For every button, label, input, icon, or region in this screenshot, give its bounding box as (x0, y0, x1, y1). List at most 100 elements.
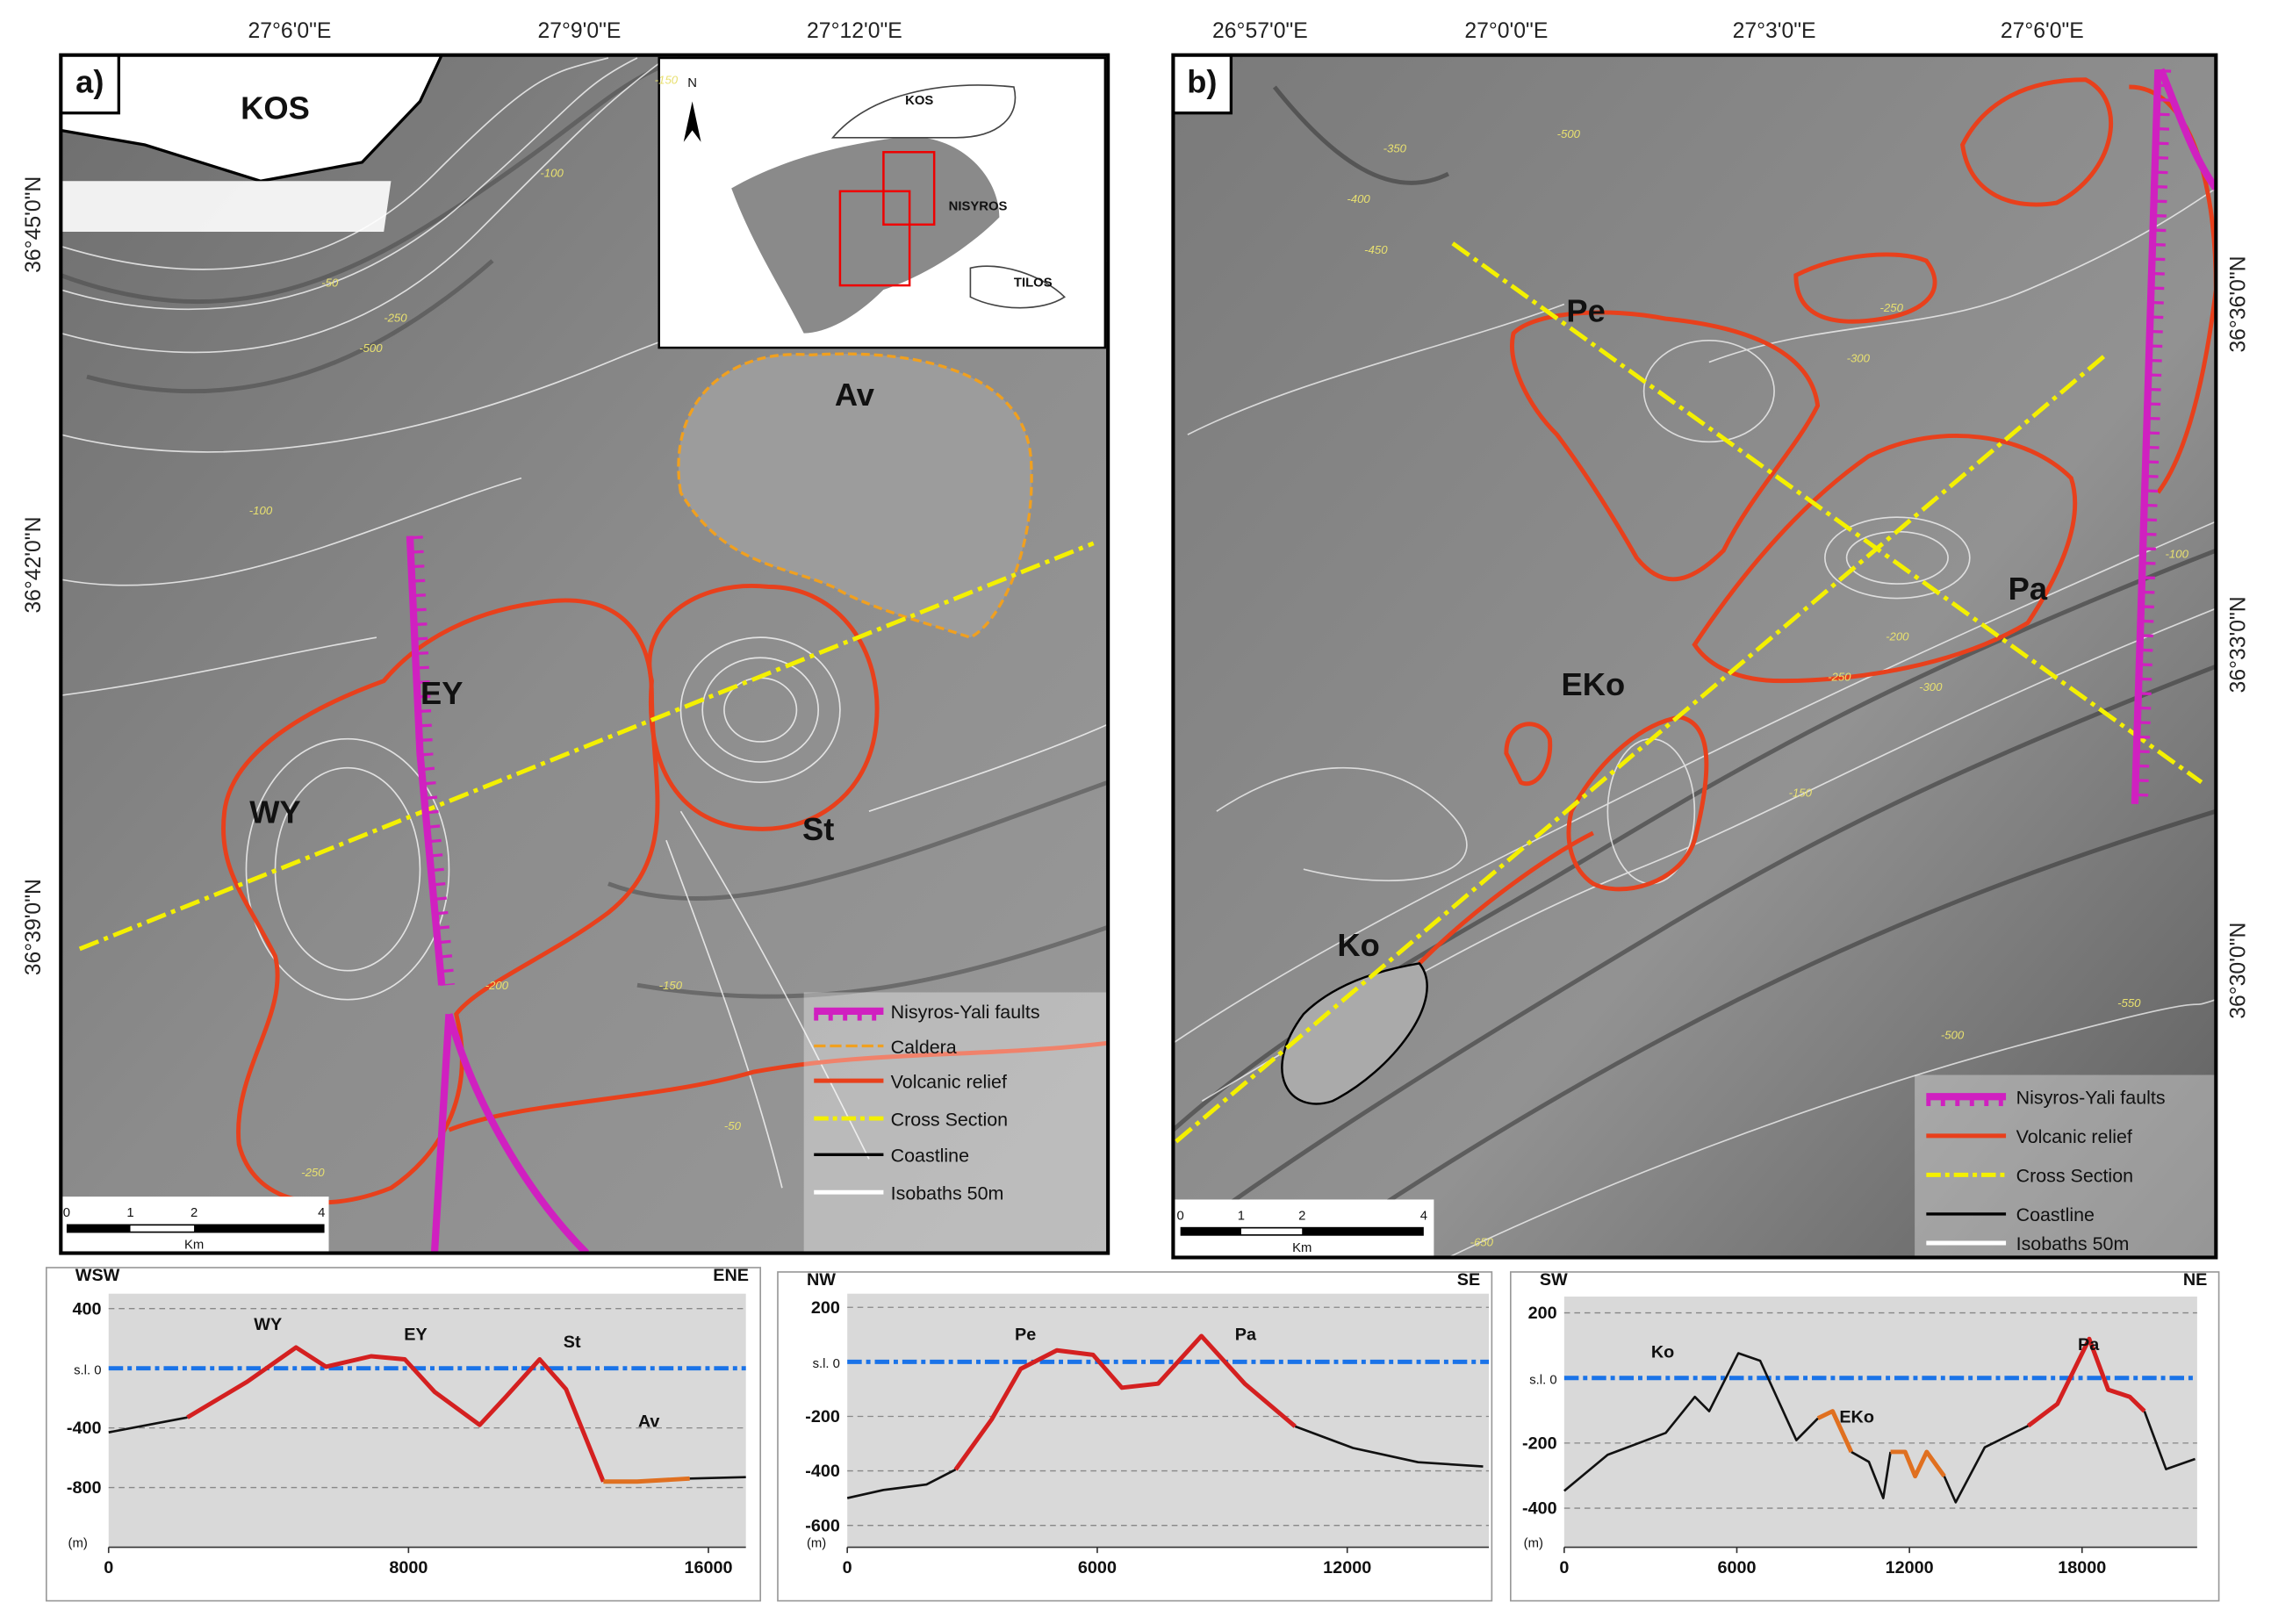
plot-area (847, 1293, 1490, 1548)
inset-label: TILOS (1014, 277, 1053, 291)
map-feature (406, 535, 446, 986)
legend-label: Cross Section (891, 1109, 1008, 1130)
map-feature (665, 839, 783, 1189)
map-feature (803, 992, 1109, 1254)
panel-label: a) (75, 64, 104, 100)
direction-label: SE (1457, 1270, 1480, 1290)
plot-area (108, 1293, 746, 1548)
inset: N KOS NISYROS TILOS (658, 56, 1107, 349)
profile-line (1563, 1352, 2196, 1504)
isobath-labels: -500 -350 -400 -450 -250 -300 -200 -150 -100 -250… (1347, 127, 2188, 1248)
map-feature (1229, 664, 2217, 1204)
map-feature (2157, 68, 2217, 191)
lon-label: 26°57'0"E (1212, 19, 1308, 43)
y-tick-label: -800 (67, 1478, 102, 1498)
map-frame (59, 53, 1110, 1255)
map-feature (61, 57, 638, 311)
feature-label: Pe (1566, 292, 1605, 328)
map-feature (731, 136, 1000, 334)
caldera (677, 352, 1033, 639)
isobath-label: -400 (1347, 192, 1370, 205)
isobath-label: -650 (1470, 1235, 1494, 1248)
y-tick-label: 200 (1528, 1304, 1557, 1323)
nodata (61, 181, 392, 233)
place-label: KOS (241, 90, 310, 126)
profile-line (2026, 1336, 2146, 1428)
y-tick-label: -200 (805, 1407, 840, 1426)
y-tick-label: -400 (805, 1462, 840, 1481)
map-feature (636, 924, 1109, 999)
scale-bar: 0 1 2 4 Km (1173, 1199, 1434, 1258)
direction-label: WSW (75, 1266, 120, 1285)
feature-label: St (802, 811, 834, 847)
map-feature (61, 477, 522, 586)
legend-label: Coastline (891, 1146, 969, 1167)
map-feature (1216, 766, 1468, 881)
annotation: EY (404, 1326, 427, 1345)
scale-tick: 0 (63, 1206, 70, 1220)
hillshade (61, 55, 1109, 999)
map-feature (1915, 1074, 2217, 1258)
volcanic-relief-ko (1418, 830, 1594, 966)
map-b: Nisyros-Yali faults Volcanic relief Cros… (1173, 54, 2217, 1258)
map-feature (683, 101, 701, 142)
panel-label-box (1173, 54, 1233, 115)
map-feature (86, 259, 494, 394)
faults (406, 535, 590, 1254)
legend-label: Nisyros-Yali faults (2016, 1088, 2166, 1109)
profile-line (186, 1345, 606, 1483)
feature-label: Pa (2009, 571, 2048, 607)
annotation: EKo (1839, 1408, 1874, 1427)
legend-label: Caldera (891, 1037, 957, 1058)
feature-label: Av (835, 377, 875, 413)
isobath-label: -150 (1789, 787, 1813, 800)
map-feature (245, 737, 450, 1001)
lat-label: 36°36'0"N (2226, 256, 2250, 353)
scale-tick: 2 (1298, 1210, 1305, 1224)
map-feature (1448, 998, 2217, 1258)
legend-label: Cross Section (2016, 1166, 2133, 1187)
annotation: Ko (1651, 1342, 1674, 1362)
faults (2131, 68, 2217, 805)
map-feature (679, 810, 870, 1160)
scale-tick: 4 (318, 1206, 325, 1220)
land-kos (61, 54, 442, 182)
x-tick-label: 12000 (1886, 1558, 1934, 1577)
plot-area (1563, 1297, 2197, 1548)
map-feature (1824, 516, 1971, 600)
isobath-labels: -150 -100 -50 -250 -500 -100 -200 -150 -50 -250 (249, 74, 742, 1179)
map-feature (2131, 69, 2162, 805)
direction-label: SW (1540, 1270, 1568, 1290)
map-feature (607, 780, 1109, 901)
lat-label: 36°30'0"N (2226, 923, 2250, 1019)
isobath-label: -250 (301, 1166, 325, 1179)
isobath-label: -250 (384, 311, 407, 324)
scale-tick: 2 (190, 1206, 198, 1220)
feature-label: WY (249, 794, 300, 830)
lat-label: 36°33'0"N (2226, 596, 2250, 693)
x-tick-label: 0 (1559, 1558, 1569, 1577)
isobath-label: -250 (1880, 301, 1904, 314)
legend-label: Coastline (2016, 1204, 2095, 1225)
lon-label: 27°12'0"E (807, 19, 902, 43)
direction-label: NW (807, 1270, 836, 1290)
volcanic-relief-eko (1566, 715, 1709, 892)
annotation: Pa (1235, 1326, 1257, 1345)
map-feature (1187, 303, 1565, 435)
inset-north: N (687, 76, 697, 90)
volcanic-relief-yali (221, 598, 660, 1205)
isobath-label: -500 (1557, 127, 1581, 140)
y-tick-label: -400 (67, 1419, 102, 1438)
isobath-label: -200 (485, 979, 509, 992)
lon-label: 27°6'0"E (248, 19, 331, 43)
y-tick-label: s.l. 0 (813, 1357, 840, 1371)
panel-label: b) (1187, 64, 1217, 100)
map-feature (1642, 339, 1775, 443)
y-tick-label: -200 (1522, 1434, 1557, 1453)
y-tick-label: -600 (805, 1516, 840, 1535)
feature-label: EKo (1562, 666, 1626, 702)
feature-label: Ko (1337, 927, 1379, 963)
map-a: N KOS NISYROS TILOS Nisyros-Yali faults … (61, 54, 1109, 1254)
